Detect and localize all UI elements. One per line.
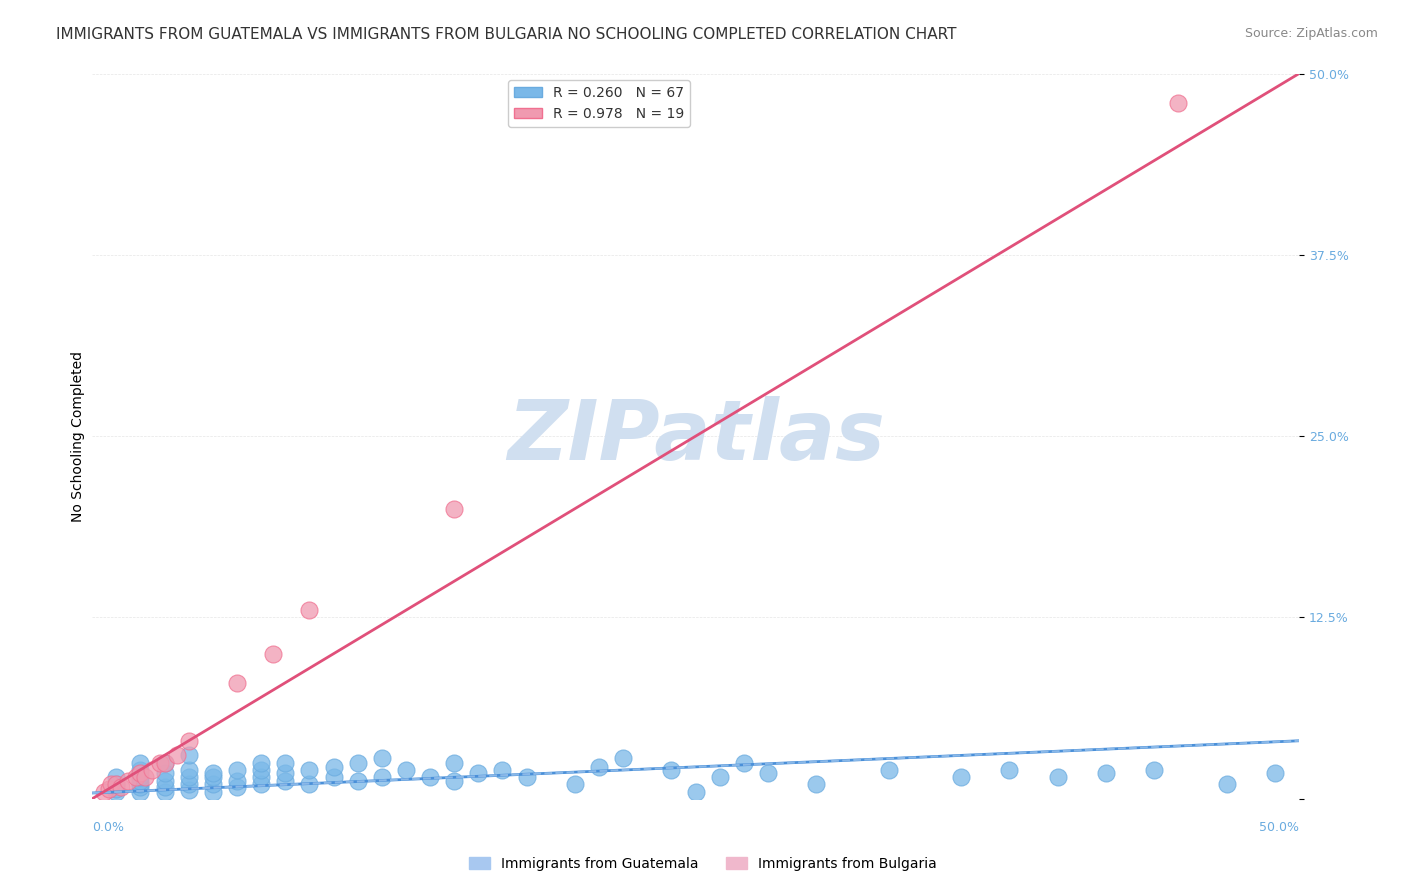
Point	[998, 763, 1021, 777]
Point	[250, 763, 273, 777]
Point	[443, 501, 465, 516]
Point	[177, 777, 200, 791]
Point	[274, 756, 297, 770]
Point	[105, 784, 128, 798]
Point	[129, 763, 152, 777]
Point	[100, 777, 122, 791]
Point	[443, 774, 465, 789]
Point	[153, 780, 176, 795]
Point	[806, 777, 828, 791]
Point	[141, 763, 163, 777]
Point	[346, 756, 368, 770]
Point	[226, 774, 249, 789]
Point	[612, 751, 634, 765]
Text: Source: ZipAtlas.com: Source: ZipAtlas.com	[1244, 27, 1378, 40]
Point	[117, 774, 139, 789]
Point	[250, 777, 273, 791]
Point	[346, 774, 368, 789]
Point	[1264, 765, 1286, 780]
Point	[516, 770, 538, 784]
Point	[467, 765, 489, 780]
Point	[250, 756, 273, 770]
Text: 0.0%: 0.0%	[93, 821, 124, 833]
Point	[177, 748, 200, 763]
Text: 50.0%: 50.0%	[1260, 821, 1299, 833]
Point	[129, 780, 152, 795]
Point	[733, 756, 755, 770]
Point	[105, 770, 128, 784]
Point	[134, 770, 156, 784]
Point	[177, 783, 200, 797]
Point	[177, 733, 200, 747]
Point	[298, 777, 321, 791]
Point	[129, 777, 152, 791]
Point	[149, 756, 172, 770]
Point	[153, 756, 176, 770]
Point	[153, 765, 176, 780]
Text: ZIPatlas: ZIPatlas	[506, 396, 884, 476]
Point	[371, 751, 394, 765]
Point	[105, 781, 128, 796]
Point	[298, 763, 321, 777]
Point	[153, 784, 176, 798]
Point	[443, 756, 465, 770]
Point	[685, 784, 707, 798]
Point	[201, 765, 224, 780]
Point	[201, 770, 224, 784]
Point	[129, 770, 152, 784]
Point	[129, 765, 152, 780]
Point	[371, 770, 394, 784]
Point	[1215, 777, 1237, 791]
Point	[226, 675, 249, 690]
Point	[395, 763, 418, 777]
Point	[153, 774, 176, 789]
Text: IMMIGRANTS FROM GUATEMALA VS IMMIGRANTS FROM BULGARIA NO SCHOOLING COMPLETED COR: IMMIGRANTS FROM GUATEMALA VS IMMIGRANTS …	[56, 27, 956, 42]
Point	[491, 763, 513, 777]
Point	[756, 765, 779, 780]
Point	[1046, 770, 1069, 784]
Legend: R = 0.260   N = 67, R = 0.978   N = 19: R = 0.260 N = 67, R = 0.978 N = 19	[509, 80, 690, 127]
Point	[177, 763, 200, 777]
Point	[588, 760, 610, 774]
Point	[1095, 765, 1118, 780]
Point	[1143, 763, 1166, 777]
Point	[110, 780, 132, 795]
Point	[262, 647, 284, 661]
Point	[166, 748, 188, 763]
Point	[564, 777, 586, 791]
Point	[250, 770, 273, 784]
Point	[153, 756, 176, 770]
Point	[105, 777, 128, 791]
Point	[124, 770, 146, 784]
Point	[129, 784, 152, 798]
Point	[226, 763, 249, 777]
Point	[322, 770, 344, 784]
Point	[201, 777, 224, 791]
Point	[709, 770, 731, 784]
Point	[950, 770, 973, 784]
Point	[419, 770, 441, 784]
Point	[877, 763, 900, 777]
Point	[177, 770, 200, 784]
Point	[274, 765, 297, 780]
Point	[322, 760, 344, 774]
Point	[105, 777, 128, 791]
Y-axis label: No Schooling Completed: No Schooling Completed	[72, 351, 86, 522]
Point	[298, 603, 321, 617]
Legend: Immigrants from Guatemala, Immigrants from Bulgaria: Immigrants from Guatemala, Immigrants fr…	[464, 851, 942, 876]
Point	[93, 784, 115, 798]
Point	[226, 780, 249, 795]
Point	[274, 774, 297, 789]
Point	[1167, 95, 1189, 110]
Point	[129, 774, 152, 789]
Point	[98, 781, 121, 796]
Point	[201, 784, 224, 798]
Point	[129, 756, 152, 770]
Point	[661, 763, 683, 777]
